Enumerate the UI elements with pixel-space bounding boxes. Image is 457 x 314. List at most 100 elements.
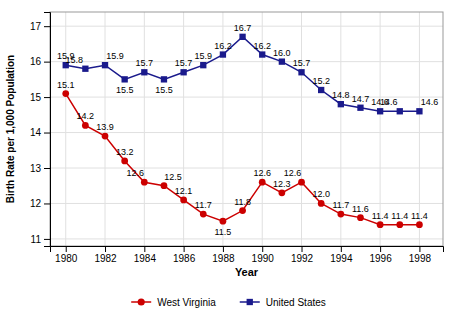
data-label: 15.5 [116, 85, 134, 95]
marker [396, 221, 403, 228]
tick: 1980 [55, 246, 78, 264]
data-label: 11.6 [352, 204, 369, 214]
marker [161, 182, 168, 189]
data-label: 15.7 [136, 58, 154, 68]
legend-marker [247, 299, 253, 305]
x-axis-title: Year [235, 266, 259, 278]
marker [180, 69, 186, 75]
data-label: 15.9 [195, 51, 213, 61]
y-axis-title: Birth Rate per 1,000 Population [5, 55, 16, 203]
data-label: 12.1 [175, 186, 193, 196]
tick-label: 1994 [330, 253, 353, 264]
data-label: 12.6 [127, 168, 145, 178]
tick-label: 17 [30, 21, 42, 32]
marks [62, 34, 422, 228]
marker [278, 189, 285, 196]
tick-mark [380, 246, 381, 252]
data-label: 11.5 [214, 227, 231, 237]
tick: 17 [30, 21, 50, 32]
data-label: 16.2 [253, 41, 271, 51]
data-label: 15.2 [312, 76, 330, 86]
data-label: 16.2 [214, 41, 232, 51]
data-label: 12.6 [284, 168, 302, 178]
marker [220, 51, 226, 57]
data-label: 14.6 [380, 97, 398, 107]
grid-line-y [50, 61, 443, 62]
data-label: 15.1 [57, 80, 75, 90]
tick: 14 [30, 127, 50, 138]
tick: 1992 [291, 246, 314, 264]
marker [337, 211, 344, 218]
grid-line-y [50, 238, 443, 239]
tick: 1984 [134, 246, 157, 264]
marker [397, 108, 403, 114]
marker [102, 62, 108, 68]
legend-item: United States [240, 297, 326, 308]
tick: 1998 [409, 246, 432, 264]
tick-mark [44, 62, 50, 63]
marker [62, 90, 69, 97]
marker [200, 62, 206, 68]
tick-label: 13 [30, 163, 42, 174]
marker [141, 69, 147, 75]
data-label: 15.7 [175, 58, 193, 68]
marker [161, 76, 167, 82]
marker [102, 133, 109, 140]
marker [200, 211, 207, 218]
tick: 11 [31, 234, 50, 245]
marker [180, 197, 187, 204]
tick: 1990 [252, 246, 275, 264]
marker [377, 221, 384, 228]
marker [416, 221, 423, 228]
tick-mark [262, 246, 263, 252]
marker [82, 122, 89, 129]
data-labels: 15.114.213.913.212.612.512.111.711.511.8… [57, 23, 438, 237]
plot-frame [50, 12, 443, 246]
tick-label: 16 [30, 56, 42, 67]
tick-label: 15 [30, 92, 42, 103]
legend-marker [138, 298, 145, 305]
plot: 1980198219841986198819901992199419961998… [5, 12, 444, 278]
data-label: 12.3 [273, 179, 291, 189]
tick: 1994 [330, 246, 353, 264]
marker [141, 179, 148, 186]
grid-line-x [301, 12, 302, 246]
tick-label: 1996 [369, 253, 392, 264]
data-label: 12.0 [312, 189, 330, 199]
tick: 12 [30, 198, 50, 209]
data-label: 14.6 [421, 97, 439, 107]
tick-mark [419, 246, 420, 252]
marker [220, 218, 227, 225]
data-label: 16.7 [234, 23, 252, 33]
tick-label: 1986 [173, 253, 196, 264]
tick-mark [44, 26, 50, 27]
tick-label: 1980 [55, 253, 78, 264]
tick-label: 12 [30, 198, 42, 209]
data-label: 11.4 [411, 211, 428, 221]
marker [416, 108, 422, 114]
tick-mark [341, 246, 342, 252]
marker [357, 214, 364, 221]
legend-label: United States [266, 297, 326, 308]
legend-item: West Virginia [131, 297, 216, 308]
tick-mark [105, 246, 106, 252]
data-label: 14.2 [77, 111, 95, 121]
marker [239, 34, 245, 40]
marker [377, 108, 383, 114]
marker [121, 158, 128, 165]
tick-label: 1984 [134, 253, 157, 264]
tick: 1986 [173, 246, 196, 264]
chart: 1980198219841986198819901992199419961998… [0, 0, 457, 314]
data-label: 15.8 [66, 55, 84, 65]
tick-label: 1990 [252, 253, 275, 264]
data-label: 12.6 [253, 168, 271, 178]
axis-line [44, 13, 51, 247]
marker [122, 76, 128, 82]
grid-line-x [144, 12, 145, 246]
grid-line-y [50, 132, 443, 133]
tick-label: 14 [30, 127, 42, 138]
data-label: 11.7 [332, 200, 349, 210]
tick-mark [44, 239, 50, 240]
data-label: 15.5 [155, 85, 173, 95]
tick-mark [184, 246, 185, 252]
